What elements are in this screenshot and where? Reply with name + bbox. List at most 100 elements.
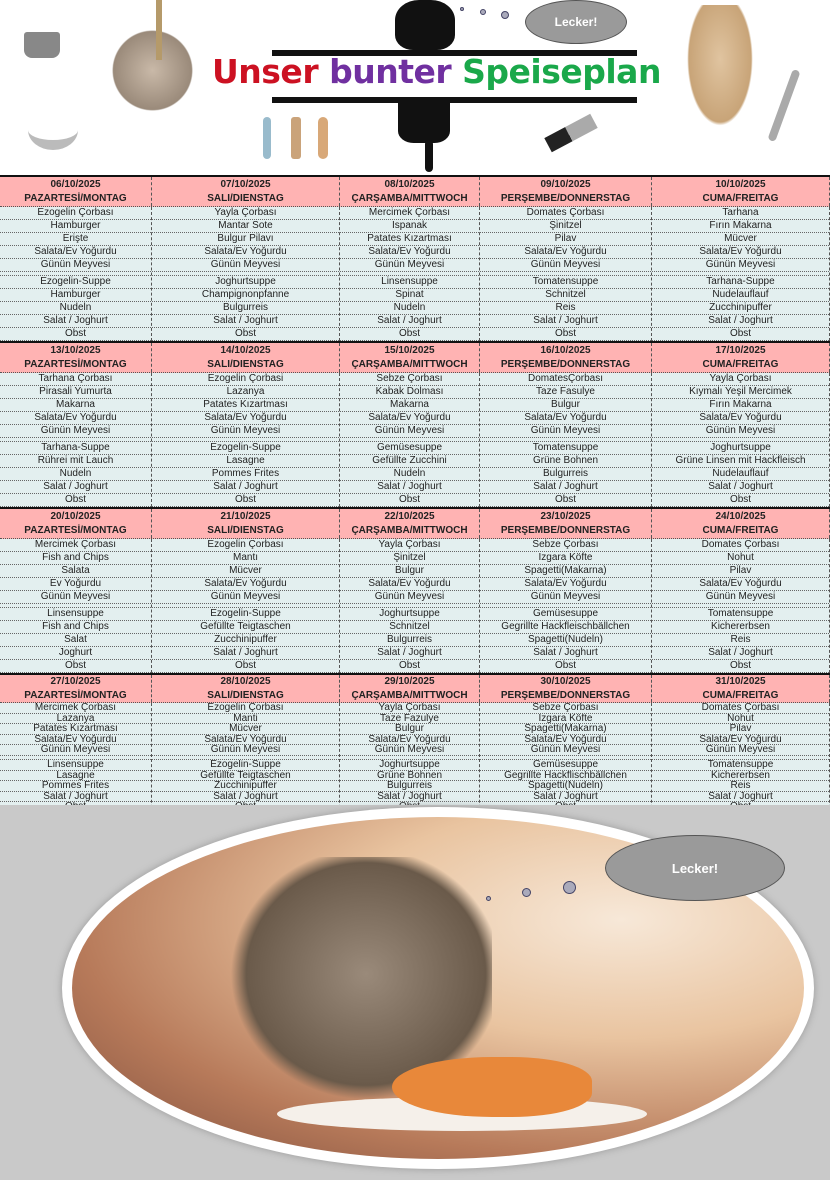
menu-item-german: Gegrillte Hackfleischbällchen [480,621,651,634]
day-column: Tarhana Fırın Makarna Mücver Salata/Ev Yoğu… [652,207,830,341]
fish [392,1057,592,1117]
menu-item-turkish: Domates Çorbası [480,207,651,220]
menu-item-german: Salat / Joghurt [480,792,651,803]
day-column: Yayla Çorbası Mantar Sote Bulgur Pilavı Sal… [152,207,340,341]
week-block: 27/10/2025 PAZARTESİ/MONTAG 28/10/2025 SALI… [0,675,830,815]
menu-item-turkish: Günün Meyvesi [340,259,479,272]
menu-item-turkish: Lazanya [152,386,339,399]
menu-item-turkish: Sebze Çorbası [480,703,651,714]
menu-item-turkish: Tarhana [652,207,829,220]
menu-item-german: Salat / Joghurt [480,315,651,328]
menu-item-turkish: Mantı [152,552,339,565]
menu-item-turkish: Günün Meyvesi [652,745,829,756]
menu-item-turkish: Yayla Çorbası [340,539,479,552]
day-day: PAZARTESİ/MONTAG [24,358,127,370]
menu-item-german: Salat / Joghurt [652,792,829,803]
menu-item-turkish: Patates Kızartması [340,233,479,246]
day-column: Domates Çorbası Nohut Pilav Salata/Ev Yoğur… [652,539,830,673]
divider [0,272,151,276]
week-block: 20/10/2025 PAZARTESİ/MONTAG 21/10/2025 SALI… [0,509,830,675]
menu-item-turkish: Nohut [652,552,829,565]
meal-rows: Mercimek Çorbası Fish and Chips Salata Ev Y… [0,539,830,673]
menu-item-turkish: Pilav [652,724,829,735]
menu-item-turkish: Günün Meyvesi [480,745,651,756]
day-day: ÇARŞAMBA/MITTWOCH [351,524,468,536]
menu-item-german: Gemüsesuppe [480,608,651,621]
thought-dot [460,7,464,11]
day-day: PERŞEMBE/DONNERSTAG [500,689,631,701]
menu-item-turkish: Manti [152,714,339,725]
day-day: ÇARŞAMBA/MITTWOCH [351,192,468,204]
day-header: 30/10/2025 PERŞEMBE/DONNERSTAG [480,675,652,702]
day-day: SALI/DIENSTAG [207,689,284,701]
menu-item-german: Spinat [340,289,479,302]
day-day: SALI/DIENSTAG [207,192,284,204]
menu-item-german: Salat / Joghurt [152,647,339,660]
menu-item-turkish: Pirasali Yumurta [0,386,151,399]
menu-item-german: Obst [152,660,339,673]
menu-item-german: Lasagne [152,455,339,468]
day-header: 07/10/2025 SALI/DIENSTAG [152,177,340,206]
day-column: Yayla Çorbası Şinitzel Bulgur Salata/Ev Yoğ… [340,539,480,673]
menu-item-german: Obst [480,328,651,341]
menu-item-turkish: Günün Meyvesi [480,259,651,272]
menu-item-turkish: Ev Yoğurdu [0,578,151,591]
menu-item-turkish: Taze Fazulye [340,714,479,725]
menu-item-turkish: Domates Çorbası [652,703,829,714]
day-column: Mercimek Çorbası Fish and Chips Salata Ev Y… [0,539,152,673]
menu-item-german: Rührei mit Lauch [0,455,151,468]
day-date: 07/10/2025 [220,179,271,190]
day-header: 14/10/2025 SALI/DIENSTAG [152,343,340,372]
menu-item-turkish: Ezogelin Çorbası [152,703,339,714]
divider [652,604,829,608]
title-bar-top [272,50,637,56]
menu-item-german: Gefüllte Teigtaschen [152,621,339,634]
meal-rows: Ezogelin Çorbası Hamburger Erişte Salata/Ev… [0,207,830,341]
menu-item-turkish: Günün Meyvesi [152,745,339,756]
menu-item-german: Obst [0,494,151,507]
menu-item-german: Salat / Joghurt [152,315,339,328]
title-word-2: bunter [329,52,452,91]
menu-item-turkish: Bulgur [340,565,479,578]
menu-item-turkish: Günün Meyvesi [152,591,339,604]
day-header-row: 27/10/2025 PAZARTESİ/MONTAG 28/10/2025 SALI… [0,675,830,703]
menu-item-turkish: Mücver [152,565,339,578]
day-date: 06/10/2025 [50,179,101,190]
thought-dot [501,11,509,19]
menu-item-turkish: Salata/Ev Yoğurdu [652,735,829,746]
menu-item-german: Ezogelin-Suppe [152,760,339,771]
day-header-row: 20/10/2025 PAZARTESİ/MONTAG 21/10/2025 SALI… [0,509,830,539]
menu-item-turkish: Kıymalı Yeşil Mercimek [652,386,829,399]
menu-item-german: Obst [0,660,151,673]
menu-item-turkish: Günün Meyvesi [0,745,151,756]
menu-item-german: Bulgurreis [340,634,479,647]
menu-item-turkish: Mücver [152,724,339,735]
menu-item-german: Salat / Joghurt [152,792,339,803]
menu-item-turkish: Makarna [0,399,151,412]
menu-item-turkish: Spagetti(Makarna) [480,724,651,735]
menu-item-german: Nudeln [0,302,151,315]
day-date: 21/10/2025 [220,511,271,522]
day-day: ÇARŞAMBA/MITTWOCH [351,358,468,370]
day-header: 15/10/2025 ÇARŞAMBA/MITTWOCH [340,343,480,372]
menu-item-turkish: Şinitzel [480,220,651,233]
menu-item-german: Obst [340,328,479,341]
menu-item-turkish: Izgara Köfte [480,552,651,565]
menu-item-german: Fish and Chips [0,621,151,634]
menu-item-german: Champignonpfanne [152,289,339,302]
day-column: Sebze Çorbası Izgara Köfte Spagetti(Makarn… [480,539,652,673]
menu-item-turkish: Günün Meyvesi [652,259,829,272]
menu-item-german: Obst [0,328,151,341]
menu-item-german: Nudeln [0,468,151,481]
menu-item-german: Tomatensuppe [480,442,651,455]
spatula-icon [291,117,301,159]
day-header: 13/10/2025 PAZARTESİ/MONTAG [0,343,152,372]
day-day: PERŞEMBE/DONNERSTAG [500,358,631,370]
menu-item-turkish: Sebze Çorbası [340,373,479,386]
menu-item-turkish: Yayla Çorbası [152,207,339,220]
day-header: 23/10/2025 PERŞEMBE/DONNERSTAG [480,509,652,538]
menu-item-german: Ezogelin-Suppe [152,608,339,621]
day-date: 10/10/2025 [715,179,766,190]
menu-item-german: Tomatensuppe [652,760,829,771]
menu-item-german: Ezogelin-Suppe [152,442,339,455]
